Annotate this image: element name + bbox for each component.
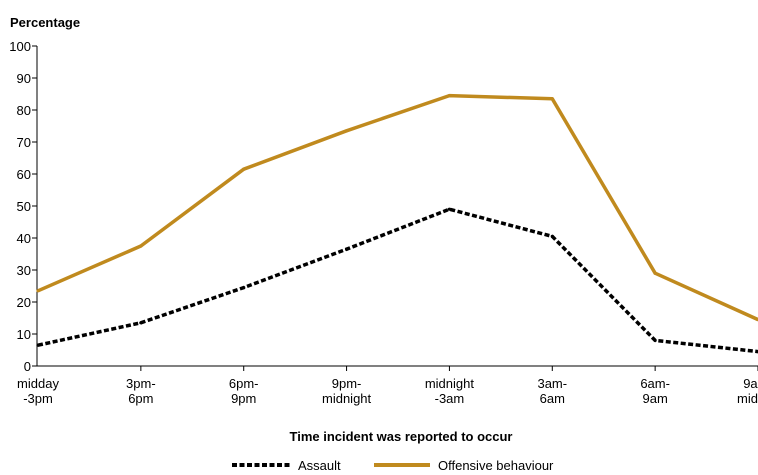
data-point bbox=[36, 343, 40, 347]
x-tick-label-line: 9am bbox=[642, 391, 667, 406]
axes bbox=[32, 45, 758, 371]
x-tick-label: midday -3pm bbox=[17, 376, 59, 406]
data-point bbox=[36, 289, 40, 293]
x-tick-label: 3am-6am bbox=[537, 376, 567, 406]
legend: Assault Offensive behaviour bbox=[232, 458, 554, 473]
data-point bbox=[447, 94, 452, 98]
data-point bbox=[139, 244, 143, 248]
x-tick-label: midnight -3am bbox=[425, 376, 475, 406]
y-tick-label: 0 bbox=[24, 359, 31, 374]
x-tick-label: 3pm-6pm bbox=[126, 376, 156, 406]
x-tick-label-line: 3pm- bbox=[126, 376, 156, 391]
x-tick-label-line: 9pm bbox=[231, 391, 256, 406]
legend-label: Assault bbox=[298, 458, 341, 473]
data-point bbox=[447, 207, 452, 211]
x-tick-label-line: midnight bbox=[425, 376, 475, 391]
x-tick-label-line: 3am- bbox=[537, 376, 567, 391]
data-point bbox=[550, 97, 554, 101]
x-tick-label-line: midday bbox=[17, 376, 59, 391]
x-tick-label-line: 6am bbox=[540, 391, 565, 406]
y-tick-label: 40 bbox=[17, 231, 31, 246]
x-tick-label: 6am-9am bbox=[640, 376, 670, 406]
y-tick-label: 70 bbox=[17, 135, 31, 150]
x-tick-label-line: 6pm- bbox=[229, 376, 259, 391]
data-point bbox=[242, 286, 246, 290]
data-point bbox=[653, 338, 657, 342]
y-tick-label: 100 bbox=[9, 39, 31, 54]
y-tick-label: 60 bbox=[17, 167, 31, 182]
x-tick-label: 6pm-9pm bbox=[229, 376, 259, 406]
x-tick-label-line: 9pm- bbox=[332, 376, 362, 391]
legend-label: Offensive behaviour bbox=[438, 458, 554, 473]
series-line-assault bbox=[37, 207, 758, 354]
data-point bbox=[139, 321, 143, 325]
series-layer bbox=[36, 93, 758, 354]
y-tick-label: 80 bbox=[17, 103, 31, 118]
y-tick-label: 20 bbox=[17, 295, 31, 310]
y-tick-label: 50 bbox=[17, 199, 31, 214]
x-tick-label: 9pm-midnight bbox=[322, 376, 372, 406]
y-tick-label: 90 bbox=[17, 71, 31, 86]
x-tick-label-line: 6pm bbox=[128, 391, 153, 406]
x-tick-label-line: midnight bbox=[322, 391, 372, 406]
x-tick-label-line: -3pm bbox=[23, 391, 53, 406]
series-line-offensive-behaviour bbox=[37, 93, 758, 322]
data-point bbox=[242, 167, 246, 171]
x-tick-label-line: -3am bbox=[435, 391, 465, 406]
x-tick-label-line: midday bbox=[737, 391, 758, 406]
x-tick-label-line: 9am- bbox=[743, 376, 758, 391]
y-tick-label: 10 bbox=[17, 327, 31, 342]
data-point bbox=[653, 271, 657, 275]
x-tick-label-line: 6am- bbox=[640, 376, 670, 391]
data-point bbox=[550, 234, 554, 238]
y-axis-title: Percentage bbox=[10, 15, 80, 30]
y-tick-label: 30 bbox=[17, 263, 31, 278]
data-point bbox=[344, 129, 349, 133]
x-axis-title: Time incident was reported to occur bbox=[290, 429, 513, 444]
data-point bbox=[344, 247, 349, 251]
x-tick-label: 9am-midday bbox=[737, 376, 758, 406]
